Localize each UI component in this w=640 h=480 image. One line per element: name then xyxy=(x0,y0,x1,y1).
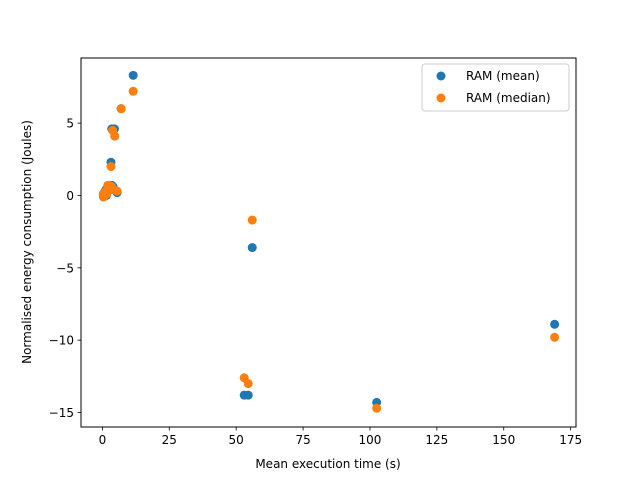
y-tick-label: −5 xyxy=(56,261,74,275)
x-tick-label: 150 xyxy=(492,433,515,447)
point-ram-median xyxy=(110,131,120,141)
y-tick-label: −15 xyxy=(49,406,74,420)
legend-marker-ram-mean xyxy=(436,71,446,81)
point-ram-mean xyxy=(247,243,257,253)
legend: RAM (mean) RAM (median) xyxy=(421,63,570,112)
point-ram-mean xyxy=(243,390,253,400)
point-ram-median xyxy=(243,379,253,389)
x-tick-label: 125 xyxy=(425,433,448,447)
point-ram-median xyxy=(550,332,560,342)
points-layer xyxy=(98,70,560,413)
point-ram-median xyxy=(128,86,138,96)
x-tick-label: 0 xyxy=(99,433,107,447)
point-ram-mean xyxy=(550,319,560,329)
x-tick-label: 25 xyxy=(162,433,177,447)
legend-label-ram-median: RAM (median) xyxy=(466,91,551,105)
ticks-layer: 0 25 50 75 100 125 150 175 −15 −10 −5 0 5 xyxy=(49,117,582,447)
x-tick-label: 75 xyxy=(295,433,310,447)
axes-frame xyxy=(80,57,577,428)
legend-box xyxy=(421,63,570,112)
point-ram-mean xyxy=(128,70,138,80)
point-ram-median xyxy=(106,162,116,172)
y-tick-label: 5 xyxy=(66,117,74,131)
y-tick-label: −10 xyxy=(49,334,74,348)
point-ram-median xyxy=(112,186,122,196)
y-tick-label: 0 xyxy=(66,189,74,203)
point-ram-median xyxy=(247,215,257,225)
x-tick-label: 175 xyxy=(559,433,582,447)
point-ram-median xyxy=(372,403,382,413)
y-axis-label: Normalised energy consumption (Joules) xyxy=(20,120,34,364)
x-tick-label: 50 xyxy=(229,433,244,447)
point-ram-median xyxy=(116,104,126,114)
legend-label-ram-mean: RAM (mean) xyxy=(466,69,540,83)
x-tick-label: 100 xyxy=(359,433,382,447)
x-axis-label: Mean execution time (s) xyxy=(255,457,400,471)
legend-marker-ram-median xyxy=(436,93,446,103)
